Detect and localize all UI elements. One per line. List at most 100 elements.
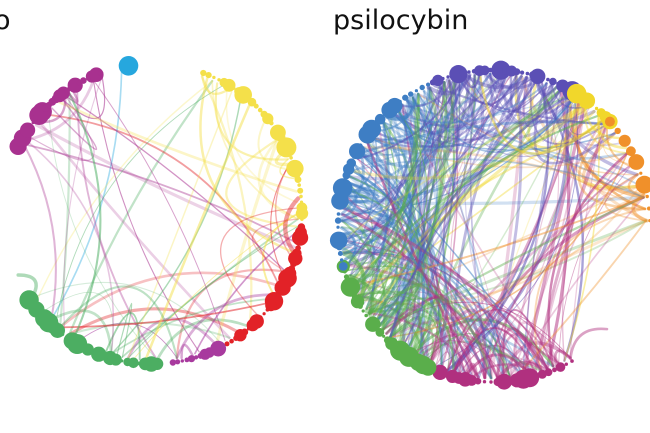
network-edge <box>49 309 113 356</box>
network-node <box>525 71 530 76</box>
network-edge <box>627 172 645 196</box>
network-edge <box>357 292 443 370</box>
network-node <box>493 377 502 387</box>
network-edge <box>339 226 357 267</box>
network-edge <box>396 219 648 346</box>
network-edge <box>496 333 549 380</box>
network-edge <box>340 77 456 223</box>
network-node <box>180 359 184 363</box>
network-edge <box>348 73 477 181</box>
network-node <box>398 99 402 104</box>
network-edge <box>373 79 538 149</box>
network-node <box>578 92 596 109</box>
network-edge <box>468 75 548 113</box>
network-edge <box>345 181 389 199</box>
network-edge <box>35 80 213 304</box>
network-node <box>552 367 557 373</box>
network-edge <box>547 151 629 368</box>
network-edge <box>371 102 586 319</box>
network-node <box>402 94 409 101</box>
network-edge <box>483 162 634 379</box>
network-edge <box>389 308 421 342</box>
network-node <box>647 206 650 211</box>
network-node <box>365 316 381 332</box>
network-node <box>169 359 177 366</box>
network-edge <box>68 92 102 339</box>
network-edge <box>341 107 590 222</box>
network-node <box>541 76 545 80</box>
network-node <box>65 335 69 340</box>
network-edge <box>484 359 492 379</box>
network-node <box>285 149 293 156</box>
network-edge <box>24 78 95 142</box>
network-edge <box>360 83 440 301</box>
network-node <box>645 194 649 199</box>
network-edge <box>452 360 462 377</box>
network-edge <box>577 123 647 211</box>
network-node <box>445 369 460 383</box>
network-edge <box>341 213 406 339</box>
network-edge <box>348 175 387 292</box>
network-node <box>520 70 525 75</box>
network-edge <box>126 317 218 360</box>
network-edge <box>604 173 647 222</box>
network-edge <box>37 119 231 340</box>
network-edge <box>360 283 459 374</box>
network-edge <box>597 113 627 150</box>
network-edge <box>368 312 480 379</box>
network-edge <box>31 281 222 344</box>
network-edge <box>353 196 645 287</box>
network-node <box>604 116 615 127</box>
network-edge <box>368 302 421 355</box>
network-node <box>375 328 385 337</box>
network-edge <box>419 96 576 360</box>
network-edge <box>354 92 420 292</box>
network-node <box>247 97 257 107</box>
network-node <box>197 352 204 359</box>
network-node <box>297 183 302 187</box>
network-edge <box>489 75 529 380</box>
network-edge <box>339 150 365 216</box>
network-node <box>374 113 386 125</box>
network-edge <box>353 108 428 286</box>
network-edge <box>526 107 590 375</box>
network-edge <box>368 297 511 378</box>
network-edge <box>406 99 448 370</box>
network-node <box>426 82 430 87</box>
network-edge <box>343 169 396 255</box>
network-node <box>343 274 350 280</box>
network-edge <box>42 291 114 355</box>
network-edge <box>342 108 415 247</box>
network-edge <box>419 334 474 378</box>
network-edge <box>401 75 523 349</box>
network-edge <box>563 99 642 189</box>
placebo-nodes <box>9 56 309 372</box>
network-node <box>212 75 216 80</box>
network-edge <box>410 328 431 358</box>
network-edge <box>550 84 623 147</box>
network-edge <box>446 80 550 372</box>
network-node <box>332 178 353 198</box>
network-node <box>123 357 132 367</box>
network-edge <box>347 274 375 318</box>
network-edge <box>401 103 560 365</box>
network-edge <box>389 322 434 365</box>
network-edge <box>104 312 141 361</box>
network-edge <box>270 163 290 278</box>
network-edge <box>377 219 648 328</box>
network-node <box>246 326 251 331</box>
network-edge <box>369 96 436 164</box>
network-edge <box>350 102 587 180</box>
network-edge <box>343 194 395 261</box>
network-edge <box>462 73 485 139</box>
network-node <box>628 154 645 170</box>
network-edge <box>76 87 159 361</box>
network-edge <box>341 239 560 365</box>
network-edge <box>201 74 231 95</box>
network-edge <box>419 90 426 360</box>
network-node <box>257 107 263 113</box>
network-edge <box>349 73 507 277</box>
network-edge <box>25 139 115 355</box>
network-node <box>509 373 525 388</box>
network-node <box>626 146 636 157</box>
